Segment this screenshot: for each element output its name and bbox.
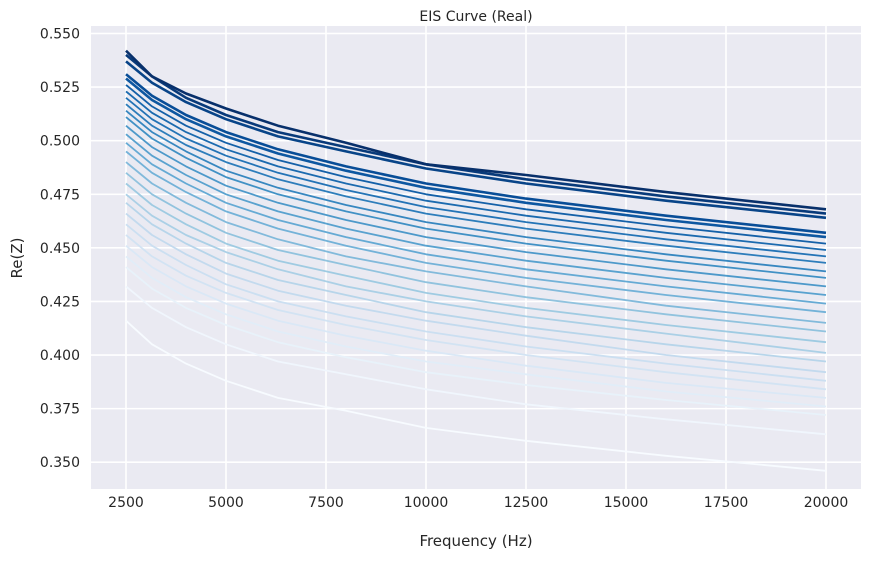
x-tick-label: 2500 [108, 495, 144, 511]
y-tick-label: 0.550 [40, 27, 80, 43]
series-line [125, 245, 827, 399]
series-line [125, 73, 827, 235]
series-line [125, 161, 827, 324]
x-tick-label: 17500 [704, 495, 749, 511]
series-line [125, 125, 827, 288]
x-tick-label: 7500 [308, 495, 344, 511]
series-line [125, 223, 827, 382]
y-tick-label: 0.400 [40, 348, 80, 364]
series-line [125, 110, 827, 273]
x-tick-label: 12500 [504, 495, 549, 511]
series-line [125, 97, 827, 258]
series-line [125, 202, 827, 363]
series-line [125, 150, 827, 314]
series-line [125, 49, 827, 211]
y-axis-label: Re(Z) [8, 238, 26, 279]
series-lines [125, 49, 827, 472]
y-tick-label: 0.350 [40, 455, 80, 471]
y-tick-label: 0.450 [40, 241, 80, 257]
y-tick-label: 0.375 [40, 402, 80, 418]
x-axis-label: Frequency (Hz) [419, 532, 532, 550]
x-tick-label: 5000 [208, 495, 244, 511]
series-line [125, 142, 827, 305]
series-line [125, 182, 827, 344]
series-line [125, 266, 827, 416]
series-line [125, 133, 827, 296]
x-axis-ticks: 2500 5000 7500 10000 12500 15000 17500 20000 [108, 495, 848, 511]
plot-background [91, 26, 861, 489]
series-line [125, 53, 827, 215]
series-line [125, 172, 827, 333]
series-line [125, 77, 827, 239]
y-tick-label: 0.475 [40, 187, 80, 203]
series-line [125, 116, 827, 279]
series-line [125, 84, 827, 245]
chart-title: EIS Curve (Real) [419, 9, 532, 25]
series-line [125, 320, 827, 472]
series-line [125, 90, 827, 251]
y-tick-label: 0.425 [40, 294, 80, 310]
y-axis-ticks: 0.350 0.375 0.400 0.425 0.450 0.475 0.500 0.525… [40, 27, 80, 472]
y-tick-label: 0.500 [40, 134, 80, 150]
series-line [125, 212, 827, 374]
series-line [125, 193, 827, 354]
series-line [125, 285, 827, 436]
x-tick-label: 15000 [604, 495, 649, 511]
x-tick-label: 20000 [804, 495, 849, 511]
series-line [125, 103, 827, 264]
y-tick-label: 0.525 [40, 80, 80, 96]
series-line [125, 234, 827, 391]
series-line [125, 60, 827, 220]
x-tick-label: 10000 [404, 495, 449, 511]
series-line [125, 255, 827, 408]
